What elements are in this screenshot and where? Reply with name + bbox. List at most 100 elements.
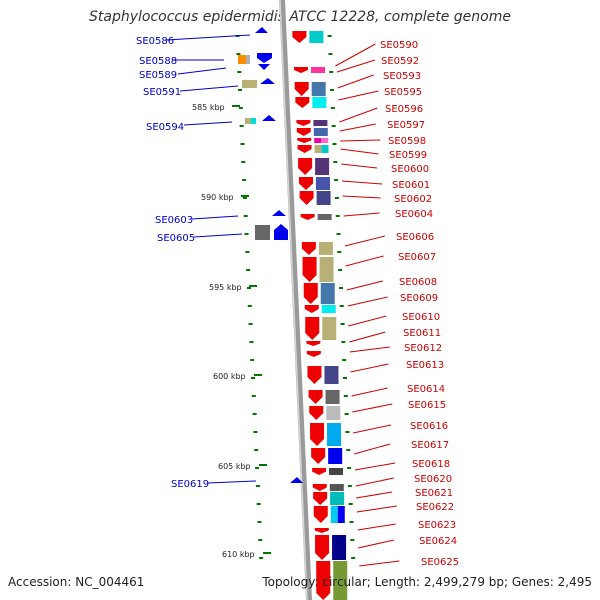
gene-color-block [337, 506, 345, 523]
gene-label-SE0598[interactable]: SE0598 [388, 136, 426, 147]
gene-label-SE0607[interactable]: SE0607 [398, 252, 436, 263]
gene-color-block [251, 118, 256, 124]
gene-label-SE0591[interactable]: SE0591 [143, 87, 181, 98]
gene-color-block [315, 158, 330, 175]
gene-leader-line [345, 255, 384, 267]
gene-leader-line [340, 148, 379, 155]
gene-arrow-SE0604[interactable] [300, 214, 315, 220]
gene-label-SE0608[interactable]: SE0608 [399, 277, 437, 288]
gene-label-SE0618[interactable]: SE0618 [412, 459, 450, 470]
gene-label-SE0605[interactable]: SE0605 [157, 233, 195, 244]
gene-label-SE0620[interactable]: SE0620 [414, 474, 452, 485]
gene-arrow-SE0615[interactable] [309, 406, 324, 420]
gene-arrow-SE0622[interactable] [313, 506, 328, 523]
gene-label-SE0625[interactable]: SE0625 [421, 557, 459, 568]
gene-arrow-SE0617[interactable] [311, 448, 326, 464]
gene-label-SE0601[interactable]: SE0601 [392, 180, 430, 191]
gene-arrow-SE0621[interactable] [313, 492, 328, 505]
gene-label-SE0599[interactable]: SE0599 [389, 150, 427, 161]
gene-label-SE0592[interactable]: SE0592 [381, 56, 419, 67]
scale-ticks: 585 kbp 590 kbp 595 kbp 600 kbp 605 kbp … [192, 103, 271, 559]
gene-label-SE0604[interactable]: SE0604 [395, 209, 433, 220]
gene-arrow-SE0600[interactable] [298, 158, 313, 175]
gene-label-SE0602[interactable]: SE0602 [394, 194, 432, 205]
gene-label-SE0624[interactable]: SE0624 [419, 536, 457, 547]
gene-label-SE0600[interactable]: SE0600 [391, 164, 429, 175]
gene-arrow-SE0618[interactable] [312, 468, 327, 475]
gene-label-SE0609[interactable]: SE0609 [400, 293, 438, 304]
gene-color-block [313, 128, 328, 136]
gene-arrow-SE0601[interactable] [298, 177, 313, 190]
gene-label-SE0610[interactable]: SE0610 [402, 312, 440, 323]
gene-color-block [315, 177, 330, 190]
gene-label-SE0617[interactable]: SE0617 [411, 440, 449, 451]
gene-color-block [330, 492, 345, 505]
gene-arrow-SE0623[interactable] [314, 528, 329, 533]
gene-leader-line [355, 477, 394, 487]
gene-label-SE0616[interactable]: SE0616 [410, 421, 448, 432]
gene-arrow-SE0613[interactable] [307, 366, 322, 384]
gene-arrow-SE0602[interactable] [299, 191, 314, 205]
gene-arrow-SE0599[interactable] [297, 145, 312, 153]
gene-label-SE0596[interactable]: SE0596 [385, 104, 423, 115]
gene-arrow-SE0624[interactable] [315, 535, 330, 560]
gene-label-SE0595[interactable]: SE0595 [384, 87, 422, 98]
gene-label-SE0593[interactable]: SE0593 [383, 71, 421, 82]
gene-label-SE0588[interactable]: SE0588 [139, 56, 177, 67]
gene-arrow-SE0588[interactable] [257, 53, 272, 63]
gene-label-SE0603[interactable]: SE0603 [155, 215, 193, 226]
gene-arrow-SE0610[interactable] [305, 317, 320, 340]
gene-leader-line [165, 34, 251, 41]
gene-arrow-SE0612[interactable] [306, 351, 321, 357]
gene-label-SE0606[interactable]: SE0606 [396, 232, 434, 243]
gene-arrow-SE0609[interactable] [304, 305, 319, 313]
gene-arrow-SE0605[interactable] [274, 224, 288, 240]
gene-label-SE0613[interactable]: SE0613 [406, 360, 444, 371]
gene-arrow-SE0611[interactable] [306, 341, 321, 346]
gene-arrow-SE0616[interactable] [310, 423, 325, 446]
gene-arrow-SE0607[interactable] [302, 257, 317, 282]
gene-arrow-SE0586[interactable] [255, 27, 268, 33]
gene-arrow-SE0598[interactable] [297, 138, 312, 143]
gene-label-SE0594[interactable]: SE0594 [146, 122, 184, 133]
gene-arrow-SE0620[interactable] [312, 484, 327, 491]
tick-label-605: 605 kbp [218, 462, 251, 471]
gene-leader-line [348, 315, 387, 327]
gene-label-SE0614[interactable]: SE0614 [407, 384, 445, 395]
gene-leader-line [349, 346, 390, 353]
gene-label-SE0611[interactable]: SE0611 [403, 328, 441, 339]
tick-label-610: 610 kbp [222, 550, 255, 559]
gene-arrow-SE0593[interactable] [294, 82, 309, 96]
gene-leader-line [343, 212, 380, 217]
gene-arrow-SE0603[interactable] [272, 210, 286, 216]
gene-label-SE0586[interactable]: SE0586 [136, 36, 174, 47]
gene-arrow-SE0591[interactable] [260, 78, 275, 84]
gene-label-SE0589[interactable]: SE0589 [139, 70, 177, 81]
gene-label-SE0619[interactable]: SE0619 [171, 479, 209, 490]
gene-arrow-SE0592[interactable] [294, 67, 309, 73]
gene-leader-line [349, 331, 386, 343]
gene-arrow-SE0619[interactable] [290, 477, 303, 483]
gene-label-SE0622[interactable]: SE0622 [416, 502, 454, 513]
gene-arrow-SE0597[interactable] [296, 128, 311, 136]
gene-label-SE0590[interactable]: SE0590 [380, 40, 418, 51]
gene-leader-line [357, 539, 395, 549]
gene-leader-line [335, 43, 376, 67]
gene-arrow-SE0590[interactable] [292, 31, 307, 43]
gene-arrow-SE0606[interactable] [301, 242, 316, 255]
gene-label-SE0621[interactable]: SE0621 [415, 488, 453, 499]
gene-arrow-SE0596[interactable] [296, 120, 311, 126]
gene-arrow-SE0589[interactable] [258, 64, 270, 70]
gene-label-SE0597[interactable]: SE0597 [387, 120, 425, 131]
gene-label-SE0623[interactable]: SE0623 [418, 520, 456, 531]
gene-color-block [327, 423, 342, 446]
gene-label-SE0615[interactable]: SE0615 [408, 400, 446, 411]
gene-arrow-SE0625[interactable] [316, 561, 331, 600]
gene-color-block [320, 283, 335, 304]
gene-leader-line [179, 85, 239, 92]
gene-arrow-SE0595[interactable] [295, 97, 310, 108]
gene-arrow-SE0608[interactable] [303, 283, 318, 304]
gene-arrow-SE0614[interactable] [308, 390, 323, 404]
gene-label-SE0612[interactable]: SE0612 [404, 343, 442, 354]
gene-arrow-SE0594[interactable] [262, 115, 276, 121]
